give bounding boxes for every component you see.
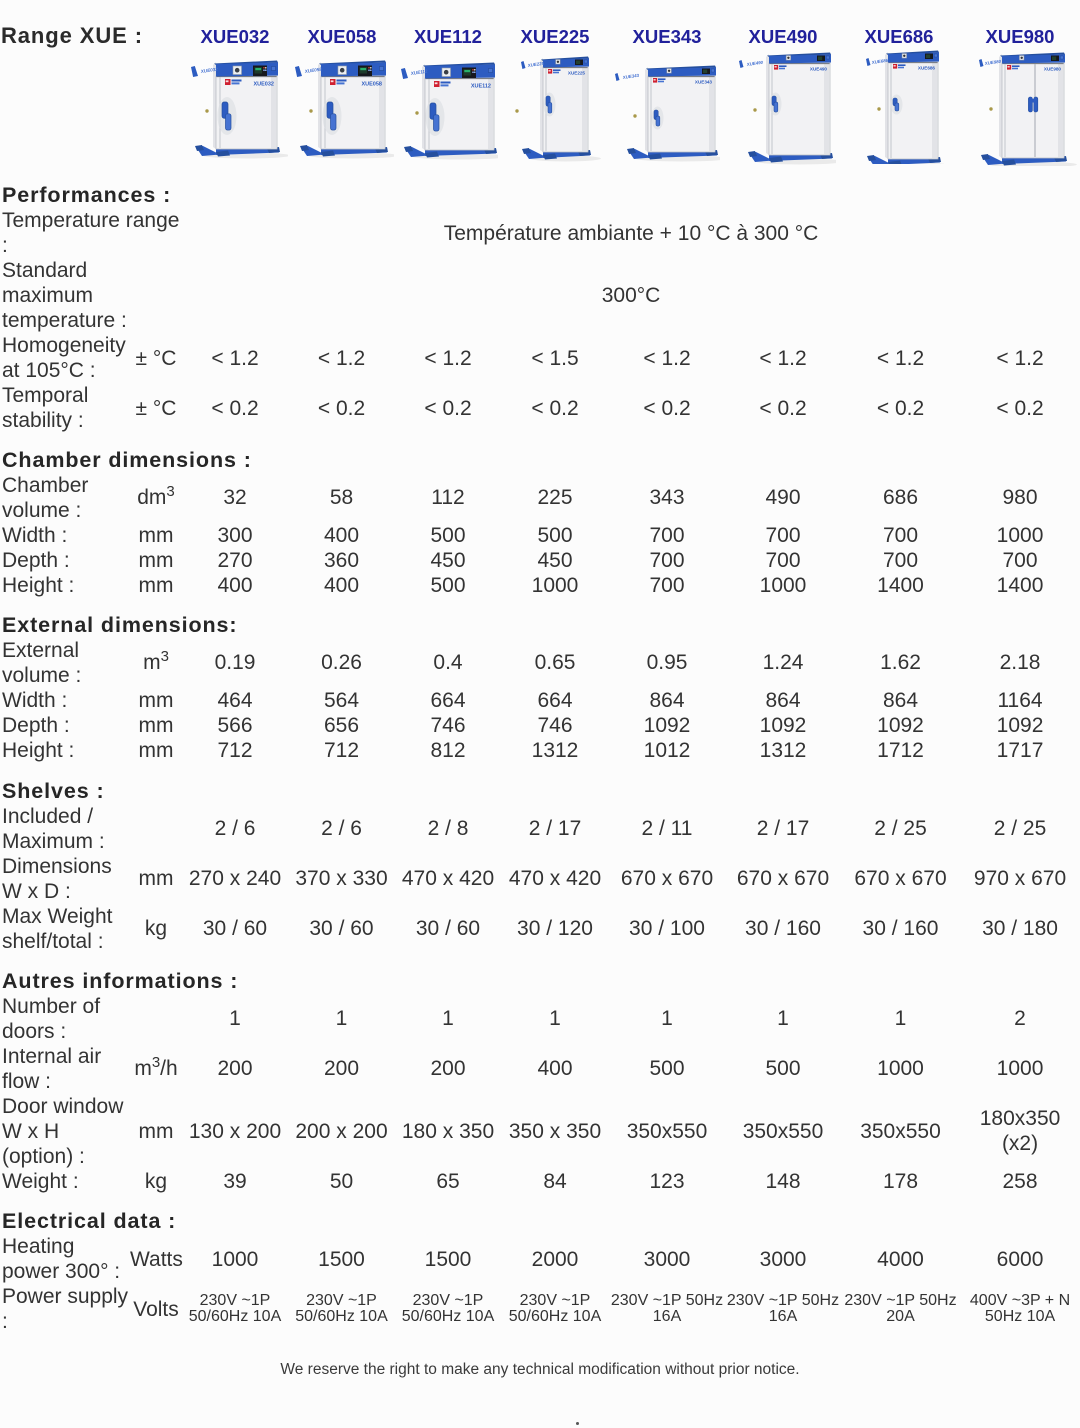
svg-text:XUE686: XUE686 [870,58,888,65]
svg-text:XUE343: XUE343 [621,73,639,80]
svg-text:XUE225: XUE225 [568,71,586,76]
svg-text:XUE058: XUE058 [362,82,383,88]
svg-text:XUE225: XUE225 [526,61,544,68]
svg-text:XUE112: XUE112 [471,84,491,90]
svg-text:XUE058: XUE058 [303,67,322,75]
svg-text:XUE980: XUE980 [1044,67,1062,72]
svg-text:XUE343: XUE343 [695,80,713,85]
svg-text:XUE112: XUE112 [409,69,428,76]
svg-text:XUE032: XUE032 [254,82,275,88]
svg-text:XUE686: XUE686 [918,66,936,71]
svg-text:XUE980: XUE980 [983,59,1001,66]
svg-text:XUE490: XUE490 [745,60,763,67]
svg-text:XUE032: XUE032 [199,67,218,75]
svg-text:XUE490: XUE490 [810,67,828,72]
